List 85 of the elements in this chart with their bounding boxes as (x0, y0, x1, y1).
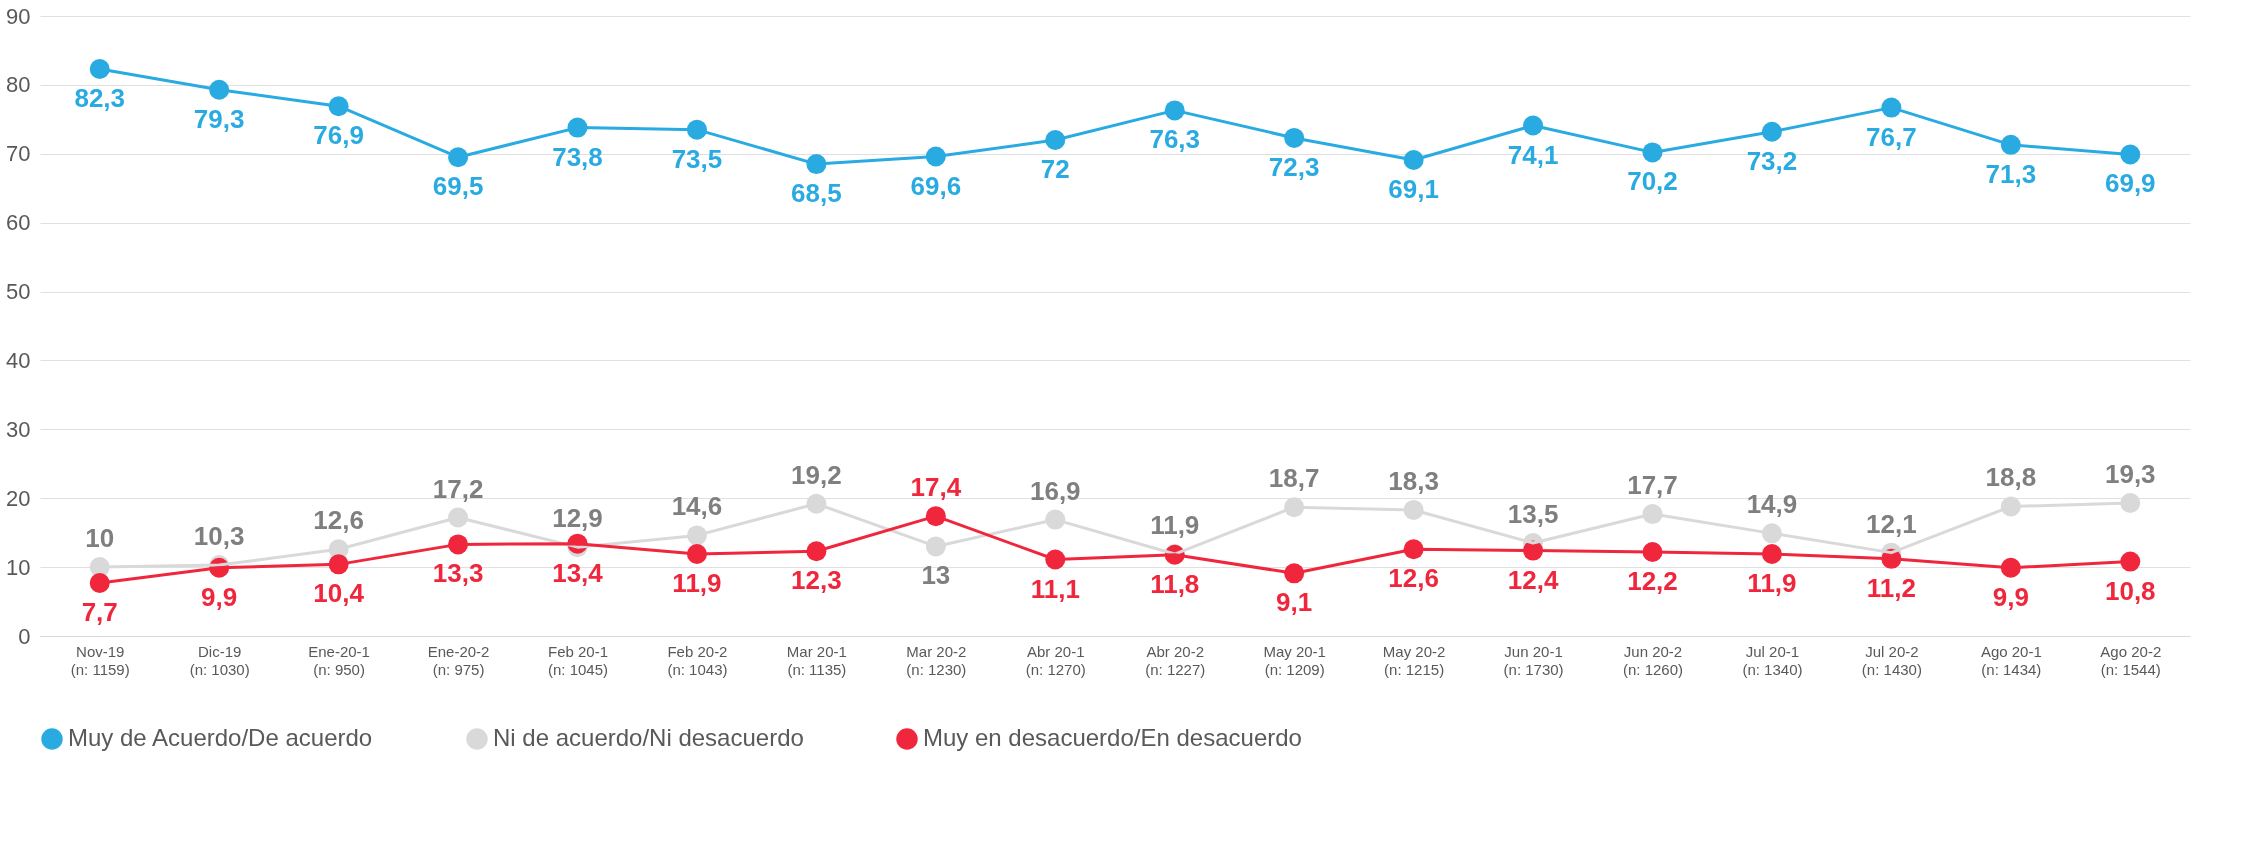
data-label: 79,3 (193, 103, 245, 134)
data-label: 12,9 (552, 503, 603, 534)
y-tick-label: 40 (6, 347, 31, 373)
x-tick-label: Jun 20-2 (n: 1260) (1622, 642, 1684, 678)
data-label: 11,1 (1030, 573, 1080, 604)
data-label: 14,9 (1746, 489, 1798, 520)
data-label: 69,9 (2104, 168, 2156, 199)
data-label: 72 (1040, 154, 1070, 184)
data-label: 12,2 (1627, 565, 1678, 596)
x-tick-label: Jul 20-2 (n: 1430) (1861, 642, 1922, 678)
data-label: 9,9 (1992, 581, 2029, 612)
y-tick-label: 20 (6, 485, 31, 511)
data-label: 11,9 (672, 568, 722, 599)
data-label: 9,9 (201, 581, 238, 612)
data-label: 76,3 (1149, 124, 1201, 155)
x-tick-label: Mar 20-1 (n: 1135) (786, 642, 847, 678)
x-tick-label: Feb 20-1 (n: 1045) (547, 642, 609, 678)
y-tick-label: 10 (6, 554, 31, 580)
data-label: 10 (85, 523, 115, 554)
x-tick-label: Ago 20-1 (n: 1434) (1980, 642, 2042, 678)
data-label: 17,2 (432, 473, 484, 504)
x-tick-label: Ago 20-2 (n: 1544) (2100, 642, 2162, 678)
data-label: 12,4 (1507, 564, 1559, 595)
x-tick-label: Jun 20-1 (n: 1730) (1503, 642, 1564, 678)
data-label: 12,6 (1388, 563, 1439, 594)
data-label: 12,3 (791, 565, 842, 596)
data-label: 13,5 (1507, 499, 1559, 529)
x-tick-label: Feb 20-2 (n: 1043) (667, 642, 728, 678)
legend-label: Ni de acuerdo/Ni desacuerdo (493, 724, 804, 751)
data-label: 9,1 (1276, 587, 1313, 618)
x-tick-label: Abr 20-1 (n: 1270) (1025, 642, 1086, 678)
y-tick-label: 0 (18, 623, 31, 649)
legend-label: Muy de Acuerdo/De acuerdo (68, 724, 373, 751)
data-label: 7,7 (81, 596, 118, 627)
data-label: 73,5 (671, 143, 723, 174)
legend-label: Muy en desacuerdo/En desacuerdo (923, 724, 1302, 751)
x-tick-label: Ene-20-1 (n: 950) (308, 642, 370, 678)
data-label: 17,7 (1627, 470, 1678, 501)
data-label: 69,6 (910, 170, 962, 201)
data-label: 13 (921, 560, 951, 591)
x-tick-label: Nov-19 (n: 1159) (70, 642, 130, 678)
y-tick-label: 80 (6, 72, 31, 98)
y-tick-label: 90 (6, 3, 31, 29)
data-label: 18,3 (1388, 465, 1439, 496)
data-label: 73,2 (1746, 145, 1798, 176)
x-tick-label: May 20-2 (n: 1215) (1382, 642, 1446, 678)
y-tick-label: 60 (6, 210, 31, 236)
data-label: 76,7 (1866, 121, 1917, 152)
data-label: 82,3 (74, 83, 126, 114)
data-label: 13,4 (552, 557, 604, 588)
data-label: 74,1 (1507, 139, 1559, 170)
data-label: 76,9 (313, 120, 364, 151)
y-tick-label: 70 (6, 141, 31, 167)
data-label: 12,6 (313, 505, 364, 536)
data-label: 14,6 (671, 491, 723, 522)
x-tick-label: May 20-1 (n: 1209) (1263, 642, 1326, 678)
data-label: 13,3 (432, 558, 484, 589)
x-tick-label: Jul 20-1 (n: 1340) (1742, 642, 1803, 678)
data-label: 12,1 (1866, 508, 1917, 539)
x-tick-label: Abr 20-2 (n: 1227) (1145, 642, 1206, 678)
data-label: 18,7 (1268, 463, 1320, 494)
data-label: 10,3 (193, 521, 245, 552)
data-label: 11,9 (1150, 510, 1200, 541)
data-label: 11,2 (1866, 572, 1916, 603)
data-label: 10,8 (2104, 575, 2156, 606)
data-label: 11,8 (1150, 568, 1200, 599)
x-tick-label: Mar 20-2 (n: 1230) (906, 642, 967, 678)
data-label: 17,4 (910, 472, 962, 503)
data-label: 71,3 (1985, 158, 2037, 189)
x-tick-label: Dic-19 (n: 1030) (189, 642, 250, 678)
y-tick-label: 30 (6, 416, 31, 442)
data-label: 70,2 (1627, 166, 1678, 197)
data-label: 10,4 (313, 578, 365, 609)
data-label: 11,9 (1747, 568, 1797, 599)
data-label: 16,9 (1029, 475, 1081, 506)
data-label: 69,5 (432, 171, 484, 202)
data-label: 18,8 (1985, 462, 2037, 493)
data-label: 19,2 (791, 459, 842, 490)
data-label: 19,3 (2104, 459, 2156, 490)
data-label: 69,1 (1388, 173, 1439, 204)
y-tick-label: 50 (6, 279, 31, 305)
x-tick-label: Ene-20-2 (n: 975) (427, 642, 490, 678)
data-label: 72,3 (1268, 151, 1320, 182)
data-label: 68,5 (791, 178, 842, 209)
data-label: 73,8 (552, 141, 603, 172)
